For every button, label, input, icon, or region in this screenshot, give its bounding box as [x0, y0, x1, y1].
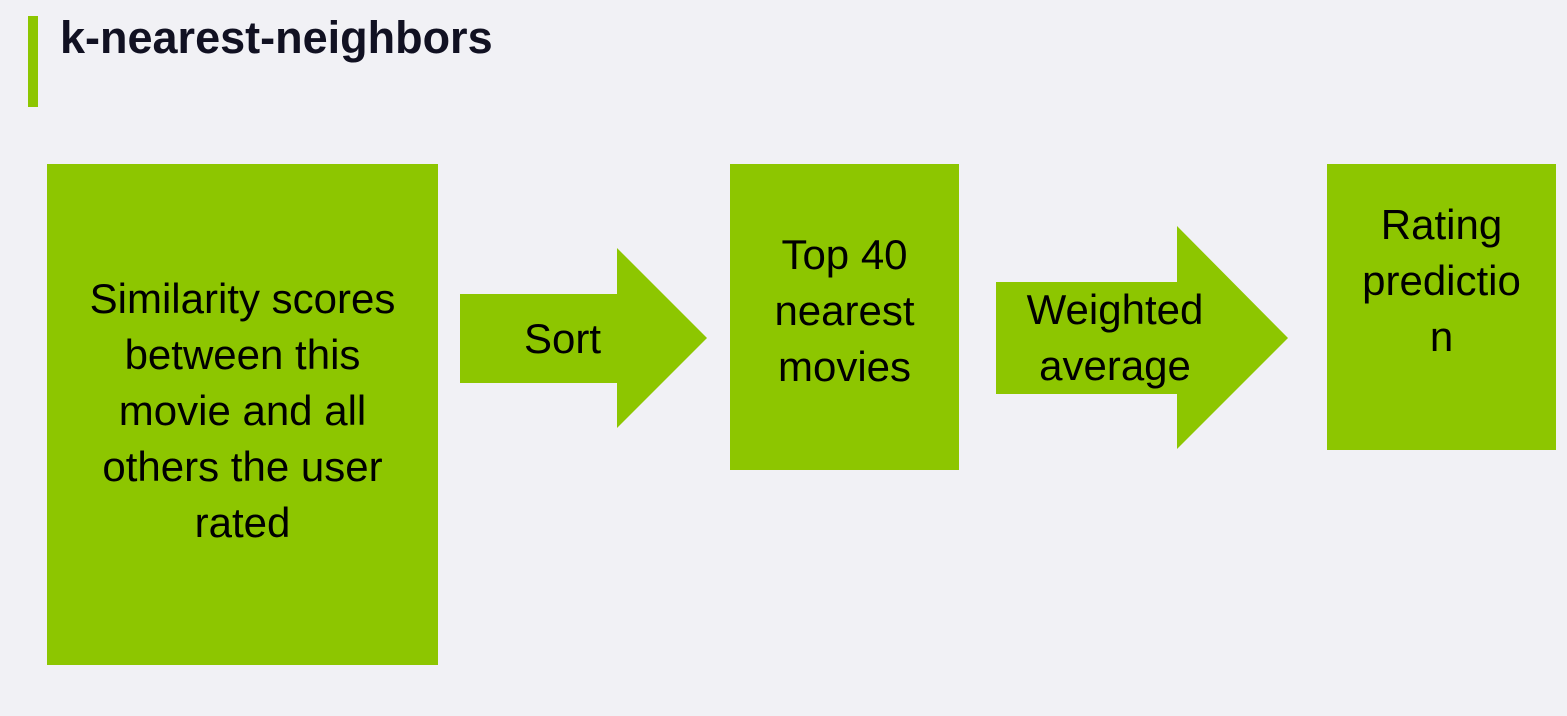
rating-prediction-label: Rating predictio n	[1362, 201, 1521, 360]
weighted-average-arrow: Weighted average	[996, 226, 1289, 450]
sort-arrow: Sort	[460, 248, 708, 429]
sort-arrow-icon	[460, 248, 707, 428]
similarity-scores-box: Similarity scores between this movie and…	[47, 164, 438, 665]
sort-arrow-label: Sort	[523, 315, 602, 362]
weighted-average-arrow-label: Weighted average	[1026, 286, 1204, 389]
rating-prediction-box: Rating predictio n	[1327, 164, 1556, 450]
similarity-scores-label: Similarity scores between this movie and…	[89, 274, 396, 546]
title-accent-bar	[28, 16, 38, 107]
top-nearest-movies-box: Top 40 nearest movies	[730, 164, 959, 470]
page-title: k-nearest-neighbors	[60, 12, 493, 63]
top-nearest-movies-label: Top 40 nearest movies	[774, 231, 915, 390]
weighted-average-arrow-icon	[996, 226, 1288, 449]
